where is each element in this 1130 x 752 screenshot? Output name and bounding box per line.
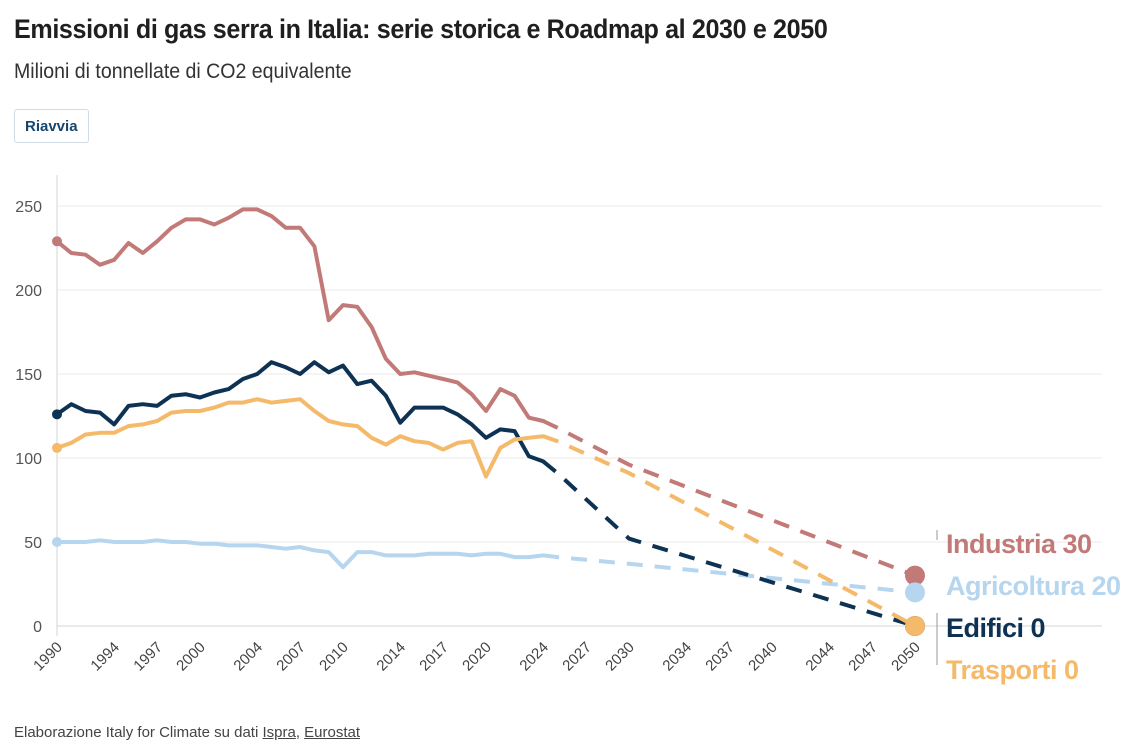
- start-point-trasporti: [52, 442, 62, 453]
- end-point-industria: [905, 565, 925, 586]
- end-point-trasporti: [905, 616, 925, 636]
- x-tick-label: 2034: [659, 639, 695, 675]
- end-point-agricoltura: [905, 582, 925, 603]
- x-tick-label: 1997: [130, 639, 166, 675]
- x-tick-label: 2044: [802, 639, 838, 675]
- x-tick-label: 2014: [373, 639, 409, 675]
- series-line-trasporti: [55, 397, 546, 479]
- y-tick-label: 150: [15, 367, 42, 384]
- x-tick-label: 2040: [745, 639, 781, 675]
- roadmap-line-trasporti: [542, 434, 916, 628]
- x-tick-label: 2024: [516, 639, 552, 675]
- grid-lines: [57, 205, 1102, 627]
- start-point-industria: [52, 236, 62, 247]
- x-tick-label: 1990: [30, 639, 66, 675]
- end-label-edifici: Edifici 0: [946, 613, 1045, 643]
- x-tick-label: 2017: [416, 639, 452, 675]
- end-label-agricoltura: Agricoltura 20: [946, 571, 1121, 601]
- roadmap-line-edifici: [541, 459, 916, 628]
- y-tick-label: 250: [15, 199, 42, 216]
- y-tick-label: 50: [24, 535, 42, 552]
- y-tick-label: 0: [33, 619, 42, 636]
- footer-separator: ,: [295, 724, 305, 741]
- source-link-eurostat[interactable]: Eurostat: [304, 724, 361, 741]
- roadmap-line-industria: [542, 419, 916, 578]
- x-tick-label: 2050: [888, 639, 924, 675]
- start-point-edifici: [52, 409, 62, 420]
- series-group: [52, 207, 925, 636]
- chart-title: Emissioni di gas serra in Italia: serie …: [14, 14, 828, 44]
- x-tick-label: 2007: [273, 639, 309, 675]
- end-label-industria: Industria 30: [946, 529, 1092, 559]
- y-tick-label: 100: [15, 451, 42, 468]
- x-tick-label: 2027: [559, 639, 595, 675]
- footer-credits: Elaborazione Italy for Climate su dati I…: [14, 724, 360, 741]
- roadmap-line-agricoltura: [542, 553, 916, 595]
- chart-subtitle: Milioni di tonnellate di CO2 equivalente: [14, 60, 352, 83]
- restart-button[interactable]: Riavvia: [14, 109, 89, 143]
- end-labels: Industria 30 Agricoltura 20 Edifici 0 Trasp…: [936, 529, 1121, 685]
- x-tick-label: 2004: [230, 639, 266, 675]
- x-tick-label: 2030: [602, 639, 638, 675]
- start-point-agricoltura: [52, 537, 62, 547]
- x-tick-label: 2000: [173, 639, 209, 675]
- series-line-agricoltura: [55, 538, 546, 570]
- end-label-trasporti: Trasporti 0: [946, 655, 1079, 685]
- footer-prefix: Elaborazione Italy for Climate su dati: [14, 724, 263, 741]
- series-line-industria: [55, 207, 546, 423]
- x-tick-label: 2037: [702, 639, 738, 675]
- x-tick-label: 1994: [87, 639, 123, 675]
- source-link-ispra[interactable]: Ispra: [262, 724, 296, 741]
- y-tick-label: 200: [15, 283, 42, 300]
- x-tick-label: 2047: [845, 639, 881, 675]
- x-tick-label: 2020: [459, 639, 495, 675]
- x-tick-label: 2010: [316, 639, 352, 675]
- series-line-edifici: [55, 360, 546, 464]
